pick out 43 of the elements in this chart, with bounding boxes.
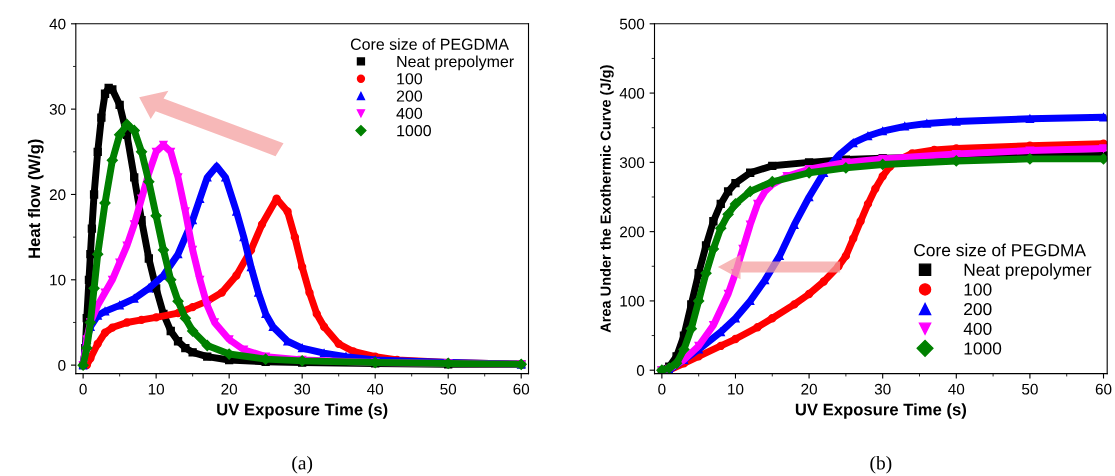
legend-label: 200 xyxy=(964,303,992,316)
x-tick-label: 30 xyxy=(294,383,311,395)
text: (a) xyxy=(292,455,313,474)
legend-label: Neat prepolymer xyxy=(964,263,1092,280)
x-axis-title: UV Exposure Time (s) xyxy=(217,403,388,419)
x-tick-label: 10 xyxy=(148,383,165,395)
x-tick-label: 30 xyxy=(874,383,891,395)
y-tick-label: 10 xyxy=(50,274,66,286)
x-tick-label: 40 xyxy=(948,383,965,395)
x-tick-label: 60 xyxy=(1095,383,1112,395)
x-tick-label: 50 xyxy=(1022,383,1038,395)
x-axis-title: UV Exposure Time (s) xyxy=(795,403,967,419)
x-tick-label: 60 xyxy=(513,383,530,395)
legend-title: Core size of PEGDMA xyxy=(914,243,1086,257)
y-tick-label: 0 xyxy=(636,365,645,376)
y-tick-label: 500 xyxy=(619,18,645,30)
y-tick-label: 100 xyxy=(620,295,645,307)
y-tick-label: 40 xyxy=(49,18,66,30)
legend-label: 1000 xyxy=(397,125,431,137)
x-tick-label: 10 xyxy=(728,383,744,395)
legend-label: 200 xyxy=(396,90,423,102)
legend-label: 100 xyxy=(964,283,992,296)
y-tick-label: 30 xyxy=(49,104,66,115)
legend-label: 1000 xyxy=(964,342,1002,355)
y-axis-title: Area Under the Exothermic Curve (J/g) xyxy=(600,65,614,333)
y-tick-label: 200 xyxy=(620,226,645,238)
text: (b) xyxy=(870,455,892,474)
y-tick-label: 400 xyxy=(619,87,645,99)
x-tick-label: 0 xyxy=(658,383,666,395)
x-tick-label: 50 xyxy=(440,383,457,395)
y-tick-label: 0 xyxy=(58,359,66,371)
legend-label: 400 xyxy=(396,107,423,120)
y-tick-label: 300 xyxy=(619,157,645,169)
x-tick-label: 20 xyxy=(221,383,238,395)
legend-label: Neat prepolymer xyxy=(397,55,514,71)
x-tick-label: 0 xyxy=(79,383,87,395)
y-axis-title: Heat flow (W/g) xyxy=(27,139,44,258)
legend-label: 400 xyxy=(963,322,992,335)
x-tick-label: 40 xyxy=(367,383,384,395)
x-tick-label: 20 xyxy=(801,383,817,395)
legend-label: 100 xyxy=(397,73,423,85)
legend-title: Core size of PEGDMA xyxy=(350,38,509,50)
y-tick-label: 20 xyxy=(49,189,66,201)
